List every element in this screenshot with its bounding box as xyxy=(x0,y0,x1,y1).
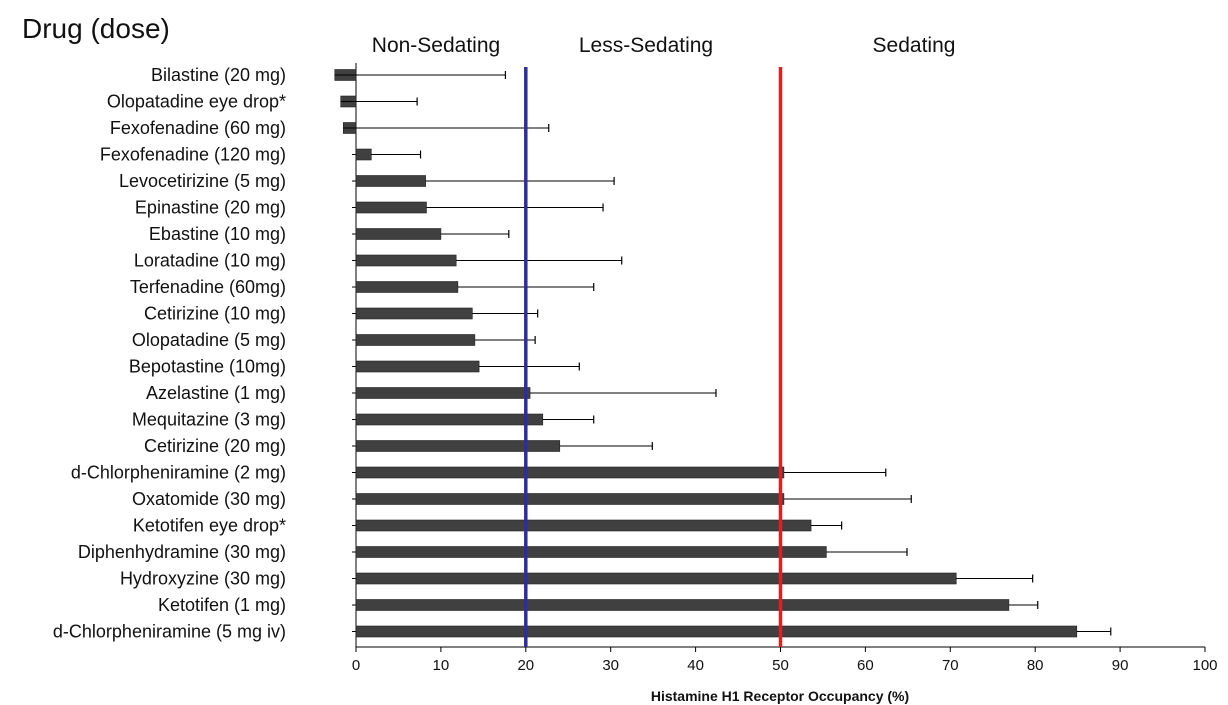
bar xyxy=(355,281,459,293)
bar xyxy=(355,254,457,267)
bar xyxy=(355,148,372,161)
category-label: Terfenadine (60mg) xyxy=(130,277,286,297)
x-tick-label-100: 100 xyxy=(1192,657,1217,674)
category-label: Mequitazine (3 mg) xyxy=(132,410,286,430)
bar xyxy=(355,546,827,558)
zone-label-non-sedating: Non-Sedating xyxy=(372,34,500,57)
x-tick-label-20: 20 xyxy=(517,657,534,674)
bar xyxy=(355,175,426,187)
bar xyxy=(355,360,480,373)
x-tick-label-10: 10 xyxy=(433,657,450,674)
category-label: Diphenhydramine (30 mg) xyxy=(78,542,286,562)
x-tick-label-80: 80 xyxy=(1027,657,1044,674)
category-label: Fexofenadine (120 mg) xyxy=(100,145,286,165)
category-label: Olopatadine (5 mg) xyxy=(132,330,286,350)
category-label: Bilastine (20 mg) xyxy=(151,65,286,85)
x-tick-label-60: 60 xyxy=(857,657,874,674)
category-label: Oxatomide (30 mg) xyxy=(132,489,286,509)
category-label: d-Chlorpheniramine (2 mg) xyxy=(71,463,286,483)
x-tick-label-30: 30 xyxy=(602,657,619,674)
bar xyxy=(355,228,442,240)
x-tick-label-40: 40 xyxy=(687,657,704,674)
category-label: Ketotifen (1 mg) xyxy=(158,595,286,615)
category-label: Olopatadine eye drop* xyxy=(107,92,286,112)
x-axis-title: Histamine H1 Receptor Occupancy (%) xyxy=(651,688,909,704)
bar xyxy=(355,599,1010,611)
plot-area: 0 10 20 30 40 50 60 70 80 90 100 Bilastine (20 mg) O… xyxy=(53,63,1218,674)
bar xyxy=(355,493,785,505)
bar xyxy=(355,440,561,452)
category-label: Loratadine (10 mg) xyxy=(134,251,286,271)
category-label: Levocetirizine (5 mg) xyxy=(119,171,286,191)
category-label: Fexofenadine (60 mg) xyxy=(110,118,286,138)
category-label: d-Chlorpheniramine (5 mg iv) xyxy=(53,622,286,642)
bar xyxy=(355,201,427,214)
bar xyxy=(355,572,957,585)
bar xyxy=(355,466,785,479)
x-tick-label-0: 0 xyxy=(352,657,360,674)
bar xyxy=(355,334,476,346)
zone-label-less-sedating: Less-Sedating xyxy=(579,34,713,57)
bar xyxy=(355,413,544,426)
category-label: Cetirizine (10 mg) xyxy=(144,304,286,324)
category-label: Cetirizine (20 mg) xyxy=(144,436,286,456)
x-tick-label-50: 50 xyxy=(772,657,789,674)
bar xyxy=(355,519,812,532)
category-label: Ebastine (10 mg) xyxy=(149,224,286,244)
bar xyxy=(355,307,473,320)
bar xyxy=(355,387,531,399)
category-label: Hydroxyzine (30 mg) xyxy=(120,569,286,589)
bar xyxy=(355,625,1078,638)
category-label: Bepotastine (10mg) xyxy=(129,357,286,377)
category-label: Epinastine (20 mg) xyxy=(135,198,286,218)
category-axis-title: Drug (dose) xyxy=(22,13,170,44)
category-label: Azelastine (1 mg) xyxy=(146,383,286,403)
x-tick-label-70: 70 xyxy=(942,657,959,674)
category-label: Ketotifen eye drop* xyxy=(133,516,286,536)
x-tick-label-90: 90 xyxy=(1112,657,1129,674)
zone-label-sedating: Sedating xyxy=(873,34,956,57)
